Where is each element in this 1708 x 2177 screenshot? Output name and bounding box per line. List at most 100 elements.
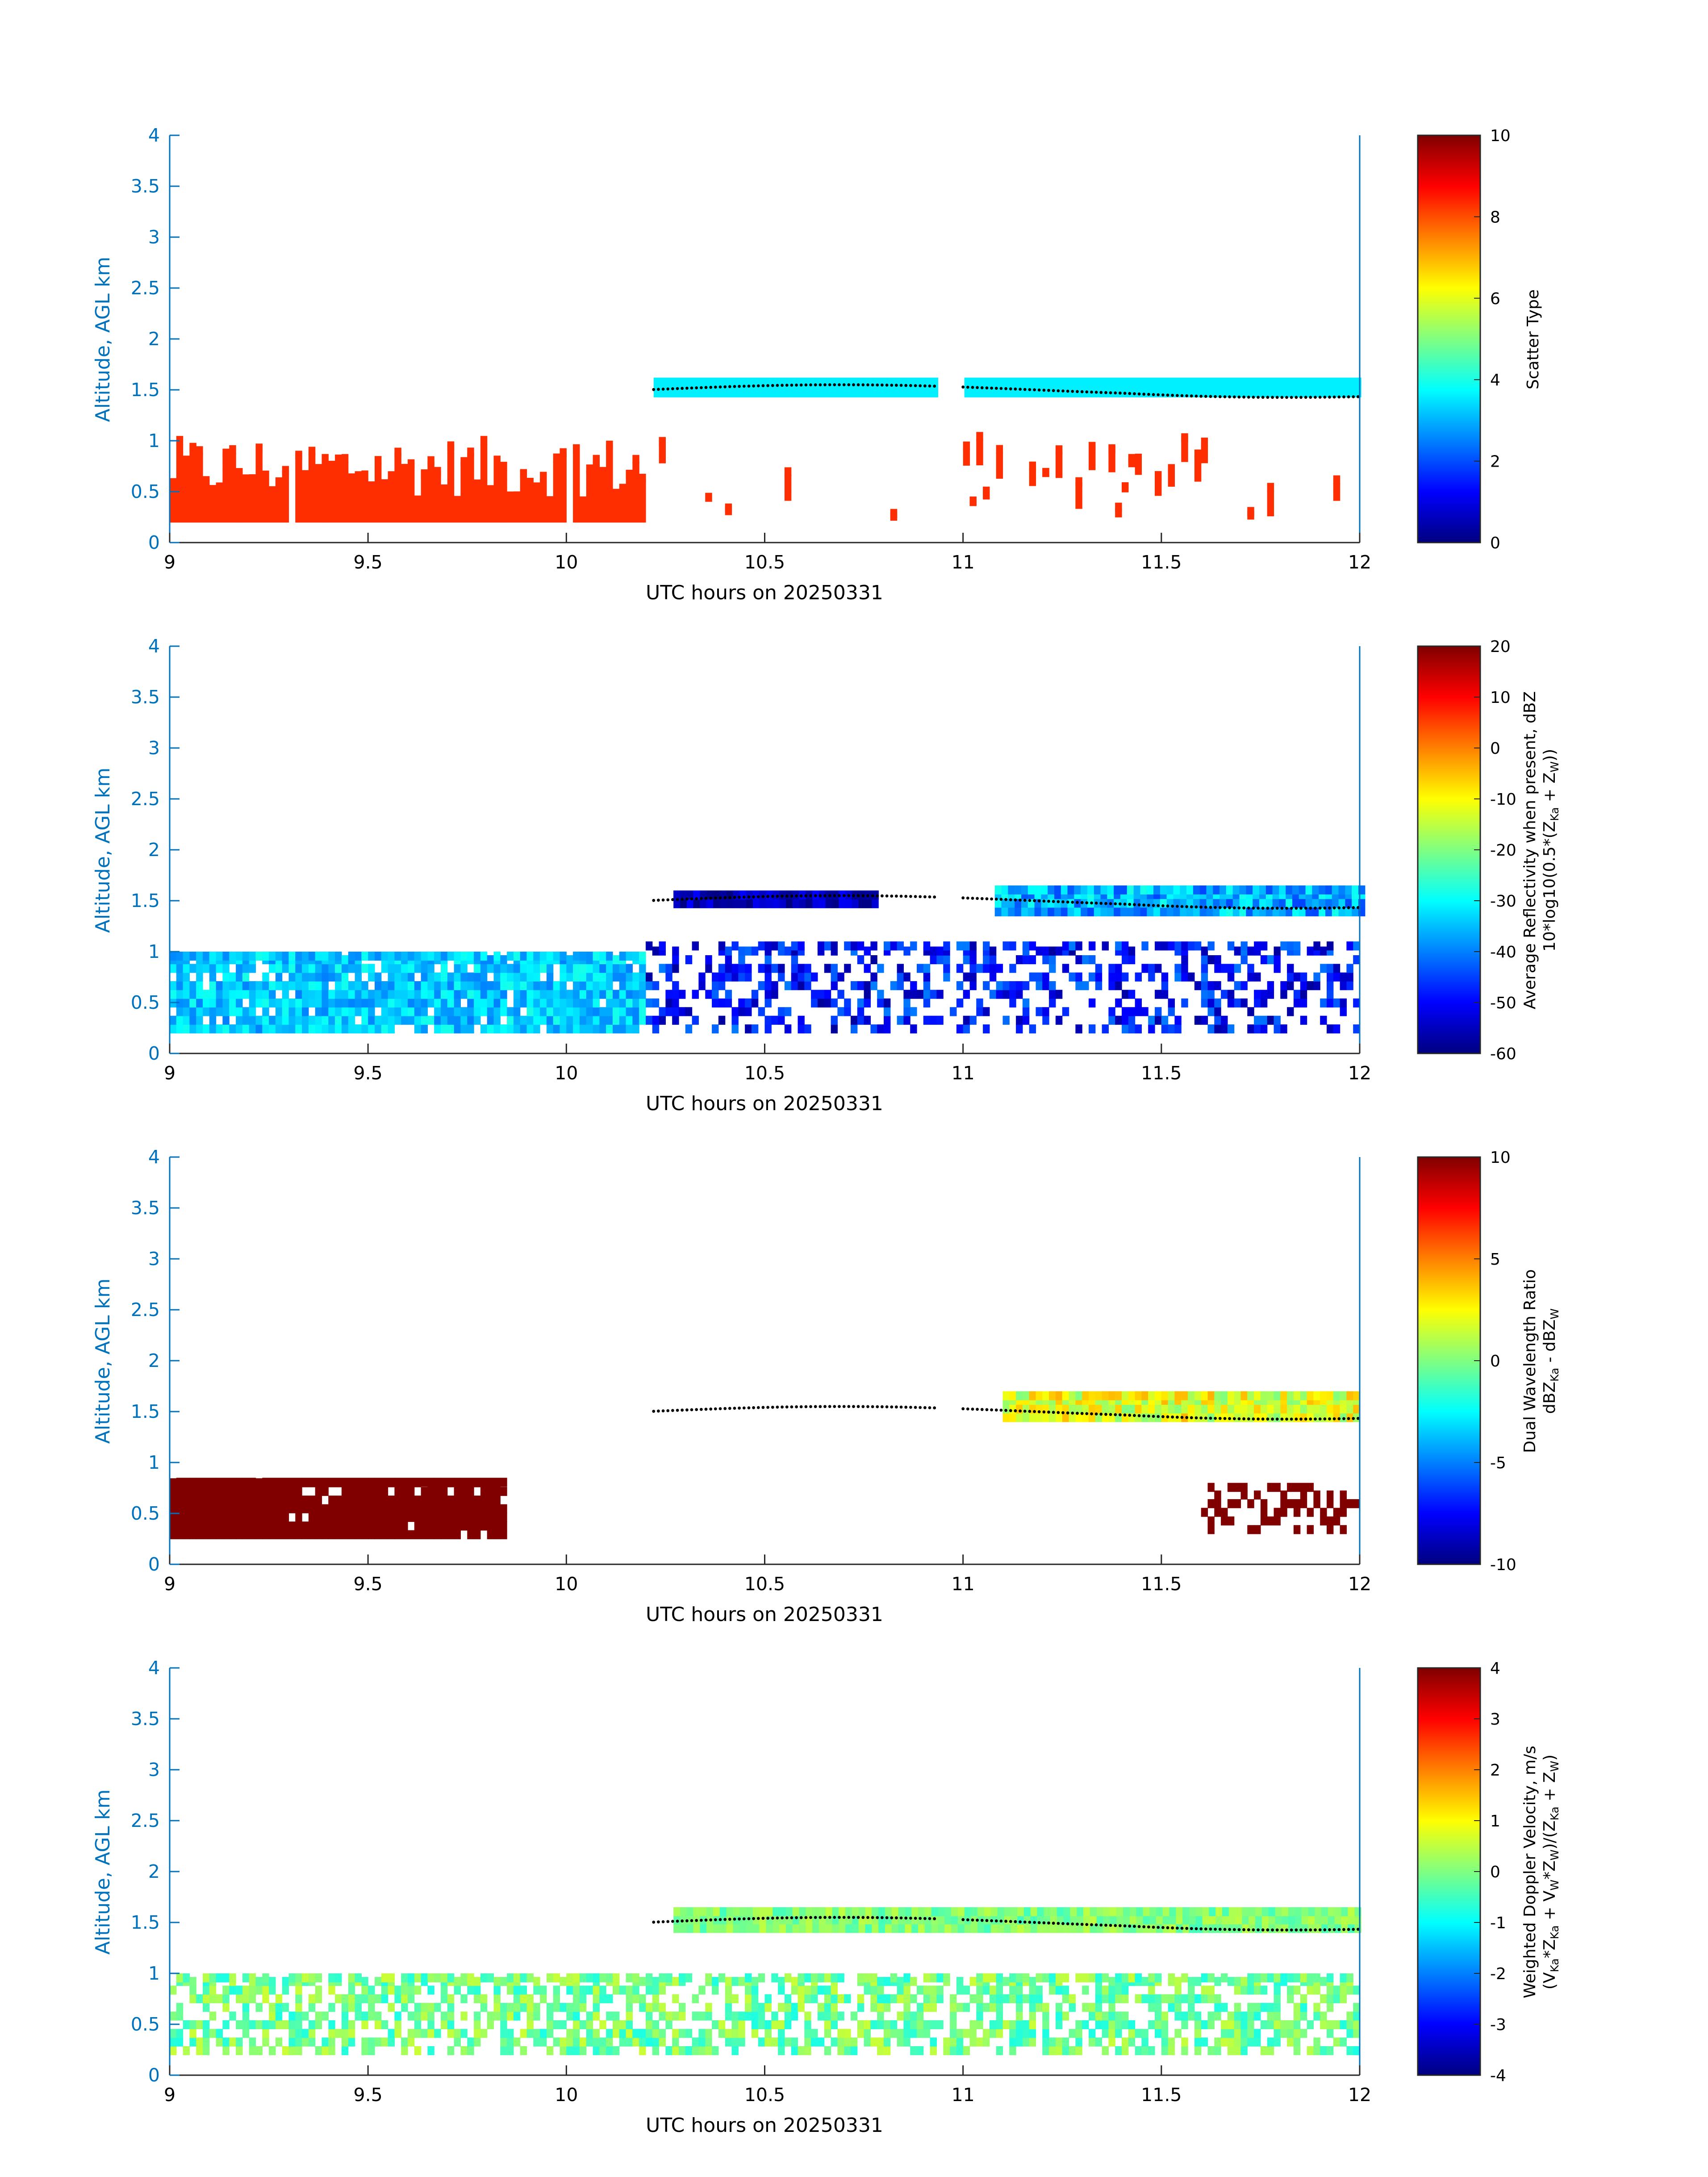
heatmap-cell [388, 505, 395, 514]
heatmap-cell [1103, 1907, 1110, 1916]
heatmap-cell [229, 505, 236, 514]
heatmap-cell [454, 1521, 461, 1531]
heatmap-cell [1327, 2003, 1334, 2012]
cloud-top-point [1299, 396, 1303, 399]
heatmap-cell [1057, 377, 1064, 387]
heatmap-cell [447, 1513, 455, 1522]
heatmap-cell [408, 1994, 415, 2003]
heatmap-cell [726, 899, 733, 908]
heatmap-cell [1016, 1994, 1023, 2003]
heatmap-cell [994, 885, 1002, 894]
heatmap-cell [773, 1924, 780, 1933]
heatmap-cell [1016, 1985, 1023, 1995]
heatmap-cell [1009, 1391, 1016, 1400]
heatmap-cell [401, 2037, 408, 2047]
heatmap-cell [923, 972, 931, 982]
heatmap-cell [1189, 377, 1196, 387]
heatmap-cell [877, 1024, 884, 1034]
heatmap-cell [1062, 2037, 1069, 2047]
heatmap-cell [613, 1985, 620, 1995]
heatmap-cell [1346, 964, 1353, 973]
heatmap-cell [262, 487, 269, 497]
heatmap-cell [1267, 1404, 1274, 1414]
heatmap-cell [500, 2029, 507, 2038]
heatmap-cell [540, 1015, 547, 1025]
heatmap-cell [454, 1015, 461, 1025]
heatmap-cell [308, 1024, 316, 1034]
heatmap-cell [963, 441, 970, 451]
heatmap-cell [183, 990, 190, 999]
heatmap-cell [335, 1973, 342, 1983]
heatmap-cell [996, 452, 1003, 462]
heatmap-cell [282, 1015, 289, 1025]
heatmap-cell [897, 2029, 904, 2038]
heatmap-cell [480, 1994, 488, 2003]
heatmap-cell [322, 505, 329, 514]
heatmap-cell [460, 1015, 468, 1025]
heatmap-cell [1017, 1924, 1024, 1933]
heatmap-cell [203, 1487, 210, 1496]
heatmap-cell [705, 955, 712, 965]
heatmap-cell [500, 1487, 507, 1496]
heatmap-cell [335, 1521, 342, 1531]
y-tick-label: 1.5 [131, 890, 160, 911]
heatmap-cell [1274, 1024, 1281, 1034]
heatmap-cell [1340, 1490, 1347, 1500]
heatmap-cell [1214, 2037, 1221, 2047]
heatmap-cell [1234, 1985, 1241, 1995]
heatmap-cell [764, 1015, 772, 1025]
heatmap-cell [236, 479, 243, 488]
heatmap-cell [1149, 1915, 1157, 1925]
heatmap-cell [1288, 377, 1295, 387]
heatmap-cell [375, 1504, 382, 1513]
heatmap-cell [852, 1924, 859, 1933]
colorbar-tick-label: 4 [1490, 371, 1500, 389]
heatmap-cell [322, 952, 329, 961]
heatmap-cell [1234, 1391, 1241, 1400]
y-tick-label: 2 [148, 328, 160, 350]
heatmap-cell [242, 1973, 250, 1983]
cloud-top-point [990, 897, 994, 901]
heatmap-cell [1108, 1985, 1115, 1995]
heatmap-cell [705, 2046, 712, 2056]
heatmap-cell [229, 981, 236, 990]
heatmap-cell [1295, 388, 1302, 397]
cloud-top-point [1309, 907, 1312, 910]
cloud-top-point [766, 1406, 769, 1409]
heatmap-cell [911, 377, 919, 387]
heatmap-cell [401, 487, 408, 497]
heatmap-cell [1090, 1924, 1097, 1933]
heatmap-cell [983, 2037, 990, 2047]
heatmap-cell [474, 998, 481, 1008]
heatmap-cell [573, 1985, 580, 1995]
heatmap-cell [1140, 898, 1147, 908]
heatmap-cell [798, 1024, 805, 1034]
heatmap-cell [170, 478, 177, 487]
cloud-top-point [1004, 1408, 1008, 1412]
heatmap-cell [375, 1513, 382, 1522]
heatmap-cell [1332, 898, 1339, 908]
heatmap-cell [1254, 1973, 1261, 1983]
heatmap-cell [1327, 2029, 1334, 2038]
heatmap-cell [1215, 1915, 1223, 1925]
heatmap-cell [414, 514, 422, 523]
heatmap-cell [1327, 1404, 1334, 1414]
heatmap-cell [685, 1024, 693, 1034]
heatmap-cell [1168, 1404, 1175, 1414]
heatmap-cell [976, 439, 983, 448]
heatmap-cell [733, 1924, 740, 1933]
heatmap-cell [1115, 964, 1122, 973]
cloud-top-point [1047, 899, 1050, 903]
heatmap-cell [1260, 1391, 1268, 1400]
heatmap-cell [1176, 1924, 1183, 1933]
heatmap-cell [586, 1024, 593, 1034]
cloud-top-line [652, 1405, 1360, 1421]
y-tick-label: 2 [148, 839, 160, 861]
cloud-top-point [1232, 906, 1236, 910]
heatmap-cell [427, 505, 434, 514]
heatmap-cell [507, 1007, 514, 1016]
cloud-top-point [690, 1408, 693, 1412]
heatmap-cell [269, 1504, 276, 1513]
heatmap-cell [1274, 2037, 1281, 2047]
heatmap-cell [315, 1973, 322, 1983]
